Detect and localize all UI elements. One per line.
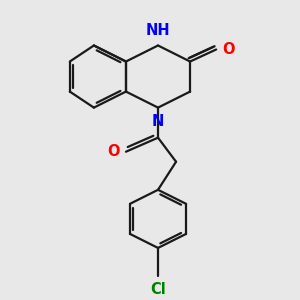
- Text: O: O: [222, 42, 235, 57]
- Text: Cl: Cl: [150, 282, 166, 297]
- Text: O: O: [107, 144, 120, 159]
- Text: N: N: [152, 114, 164, 129]
- Text: NH: NH: [146, 23, 170, 38]
